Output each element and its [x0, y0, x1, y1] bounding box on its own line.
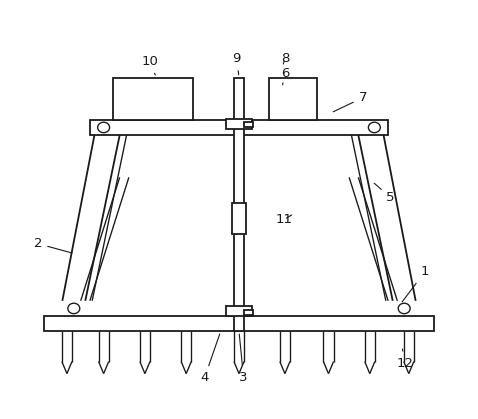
Bar: [113, 78, 193, 120]
Bar: [227, 119, 251, 129]
Text: 6: 6: [281, 67, 289, 85]
Text: 1: 1: [402, 265, 429, 302]
Bar: [227, 306, 251, 316]
Text: 9: 9: [232, 52, 241, 75]
Text: 3: 3: [239, 334, 248, 384]
Bar: [269, 78, 317, 120]
Bar: [90, 120, 388, 135]
Bar: [232, 204, 246, 234]
Text: 7: 7: [333, 91, 367, 112]
Text: 5: 5: [374, 183, 395, 204]
Bar: [244, 310, 253, 315]
Text: 12: 12: [397, 349, 413, 370]
Text: 10: 10: [141, 55, 158, 75]
Bar: [44, 316, 434, 331]
Text: 8: 8: [281, 52, 289, 65]
Bar: [244, 122, 253, 127]
Bar: [234, 78, 244, 331]
Text: 11: 11: [275, 213, 293, 226]
Text: 4: 4: [200, 334, 220, 384]
Text: 2: 2: [34, 237, 72, 253]
